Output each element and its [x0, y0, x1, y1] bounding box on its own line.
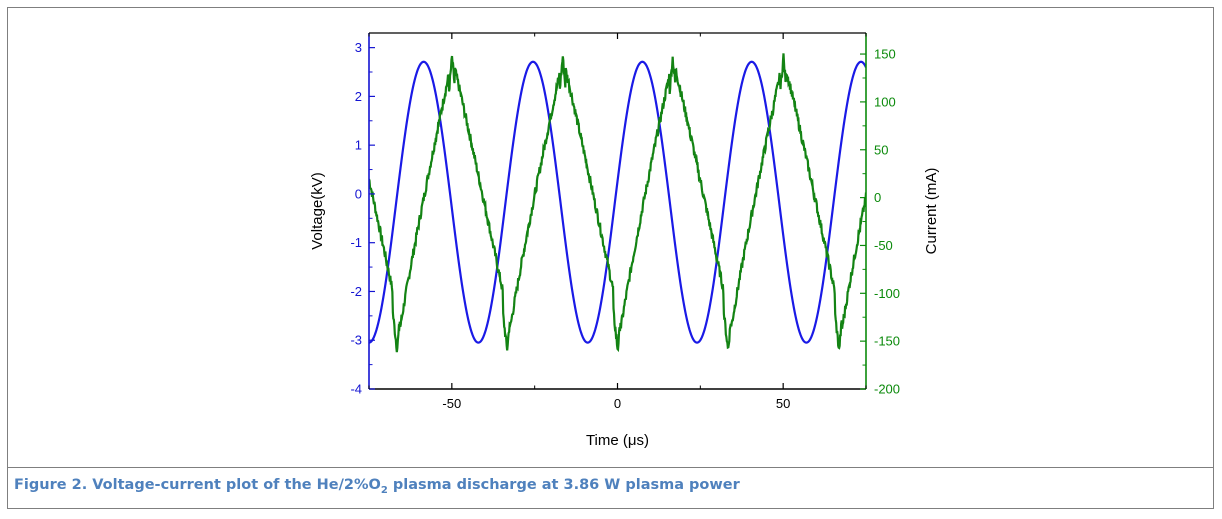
figure-frame [7, 7, 1214, 509]
axes-layer: -4 -3 -2 -1 0 1 2 3 -200 -150 -100 -50 0 50 100 150 -50 0… [350, 32, 900, 411]
voltage-series-line [369, 60, 866, 344]
y-left-tick-label: 0 [355, 186, 362, 201]
caption-divider [7, 467, 1214, 468]
y-left-tick-label: -2 [350, 284, 362, 299]
y-left-tick-label: -1 [350, 235, 362, 250]
y-axis-left-title: Voltage(kV) [309, 172, 326, 250]
y-left-tick-label: -3 [350, 333, 362, 348]
y-axis-right-title: Current (mA) [923, 168, 940, 255]
y-right-tick-label: -150 [874, 334, 900, 349]
y-left-tick-label: 2 [355, 89, 362, 104]
caption-suffix: plasma discharge at 3.86 W plasma power [387, 477, 740, 493]
y-right-tick-label: 150 [874, 47, 896, 62]
caption-subscript: 2 [380, 484, 388, 496]
caption-prefix: Figure 2. Voltage-current plot of the He… [14, 477, 381, 493]
x-tick-label: -50 [442, 396, 461, 411]
x-tick-label: 0 [614, 396, 621, 411]
current-series-line [369, 53, 866, 353]
y-right-tick-label: -200 [874, 382, 900, 397]
y-right-tick-label: -50 [874, 238, 893, 253]
y-right-tick-label: 0 [874, 190, 881, 205]
y-left-tick-label: 3 [355, 40, 362, 55]
y-right-tick-label: -100 [874, 286, 900, 301]
y-left-tick-label: 1 [355, 138, 362, 153]
x-axis-title: Time (μs) [586, 432, 649, 449]
series-layer [369, 53, 866, 353]
figure-caption: Figure 2. Voltage-current plot of the He… [14, 477, 740, 496]
y-right-tick-label: 50 [874, 142, 888, 157]
y-left-tick-label: -4 [350, 382, 362, 397]
x-tick-label: 50 [776, 396, 790, 411]
y-right-tick-label: 100 [874, 94, 896, 109]
